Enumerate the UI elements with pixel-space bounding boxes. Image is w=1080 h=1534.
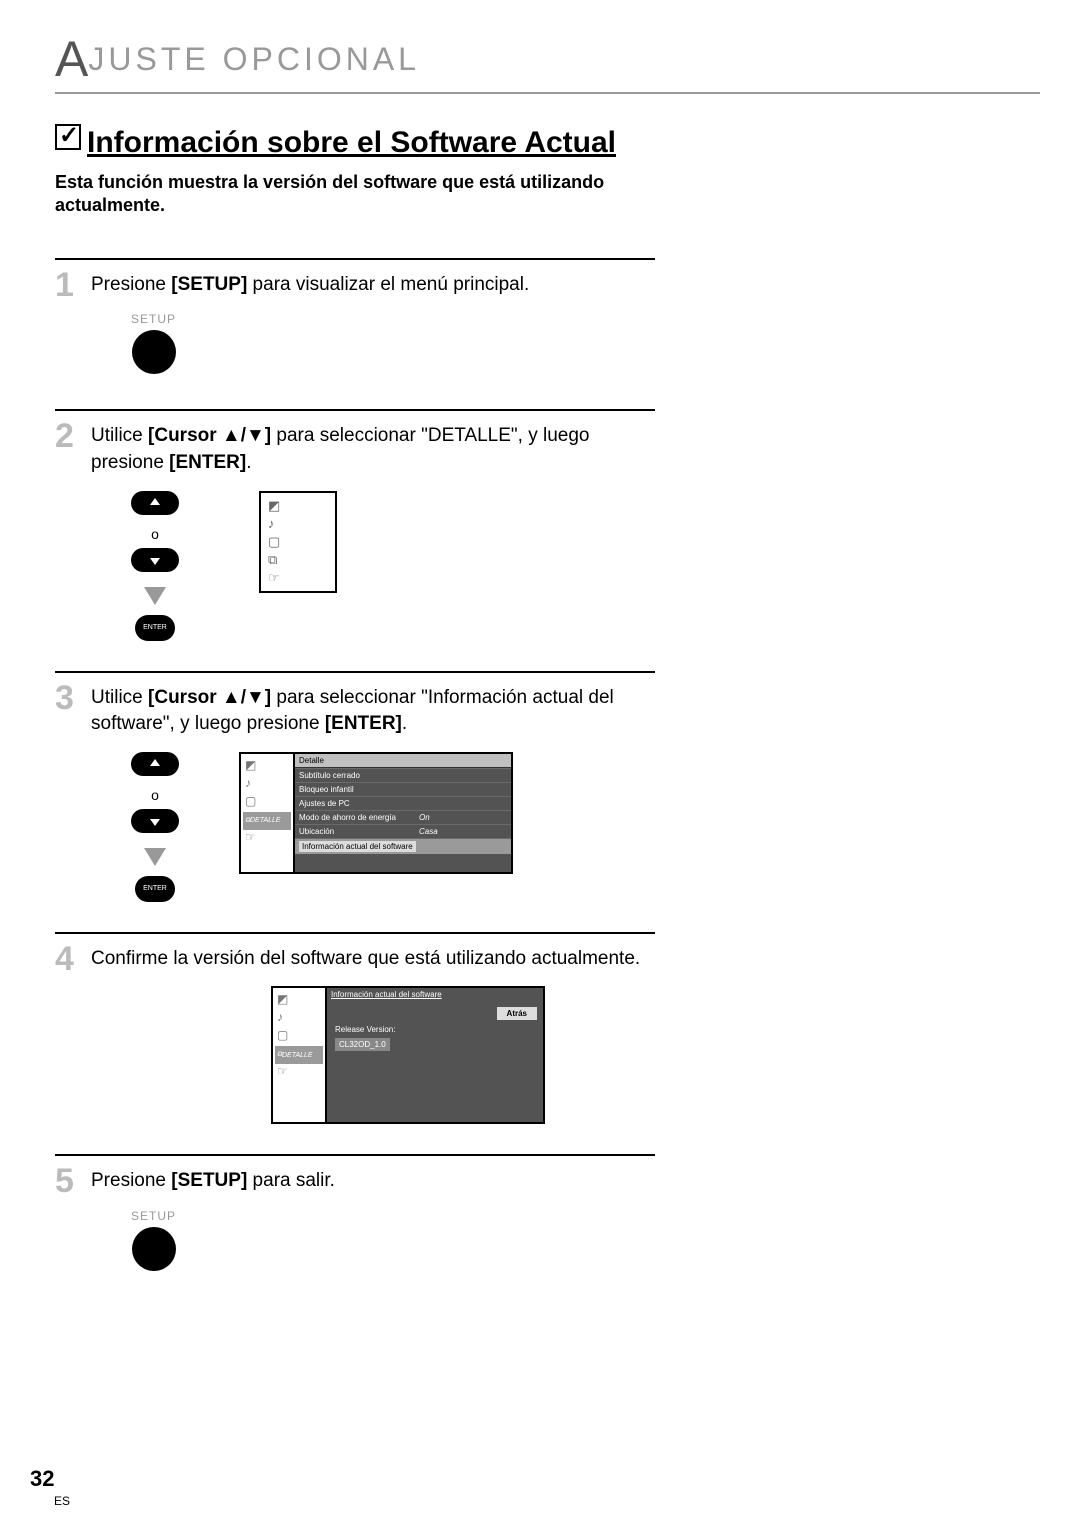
page-number: 32	[30, 1466, 54, 1491]
arrow-down-icon	[144, 848, 166, 866]
section-title: Información sobre el Software Actual	[55, 124, 1040, 161]
back-button: Atrás	[497, 1007, 537, 1020]
step-text: Confirme la versión del software que est…	[91, 946, 655, 973]
detalle-menu-screen: ◩ ♪ ▢ ⧉ DETALLE ☞ Detalle Subtítulo cerr…	[239, 752, 513, 874]
step-5: 5 Presione [SETUP] para salir. SETUP	[55, 1154, 655, 1276]
step-3: 3 Utilice [Cursor ▲/▼] para seleccionar …	[55, 671, 655, 902]
checkbox-icon	[55, 124, 81, 150]
step-1: 1 Presione [SETUP] para visualizar el me…	[55, 258, 655, 380]
menu-title: Detalle	[295, 754, 511, 768]
setup-button-graphic: SETUP	[131, 312, 176, 379]
page-header: AJUSTE OPCIONAL	[55, 30, 1040, 94]
page-footer: 32 ES	[30, 1466, 70, 1510]
enter-button-icon: ENTER	[135, 876, 175, 902]
arrow-down-icon	[144, 587, 166, 605]
step-number: 2	[55, 417, 74, 456]
cursor-down-icon	[131, 548, 179, 572]
step-number: 3	[55, 679, 74, 718]
version-screen-title: Información actual del software	[327, 988, 543, 1001]
step-text: Utilice [Cursor ▲/▼] para seleccionar "D…	[91, 423, 655, 476]
round-button-icon	[132, 1227, 176, 1271]
cursor-up-icon	[131, 752, 179, 776]
header-rest: JUSTE OPCIONAL	[88, 41, 420, 77]
round-button-icon	[132, 330, 176, 374]
setup-button-graphic: SETUP	[131, 1209, 176, 1276]
section-title-text: Información sobre el Software Actual	[87, 126, 616, 159]
header-big-letter: A	[55, 31, 88, 87]
step-text: Presione [SETUP] para salir.	[91, 1168, 655, 1195]
version-info-screen: ◩ ♪ ▢ ⧉ DETALLE ☞ Información actual del…	[271, 986, 545, 1124]
nav-buttons-graphic: o ENTER	[131, 752, 179, 902]
release-version-label: Release Version:	[335, 1025, 535, 1034]
language-code: ES	[54, 1494, 70, 1508]
step-text: Utilice [Cursor ▲/▼] para seleccionar "I…	[91, 685, 655, 738]
release-version-value: CL32OD_1.0	[335, 1038, 390, 1051]
step-4: 4 Confirme la versión del software que e…	[55, 932, 655, 1125]
menu-screen-simple: ◩ ♪ ▢ ⧉ ☞	[259, 491, 337, 593]
step-text: Presione [SETUP] para visualizar el menú…	[91, 272, 655, 299]
step-number: 1	[55, 266, 74, 305]
intro-text: Esta función muestra la versión del soft…	[55, 171, 695, 218]
cursor-up-icon	[131, 491, 179, 515]
cursor-down-icon	[131, 809, 179, 833]
step-number: 5	[55, 1162, 74, 1201]
step-2: 2 Utilice [Cursor ▲/▼] para seleccionar …	[55, 409, 655, 640]
detalle-sidebar-tab: ⧉ DETALLE	[275, 1046, 323, 1064]
nav-buttons-graphic: o ENTER	[131, 491, 179, 641]
detalle-sidebar-tab: ⧉ DETALLE	[243, 812, 291, 830]
highlighted-menu-row: Información actual del software	[295, 838, 511, 854]
step-number: 4	[55, 940, 74, 979]
enter-button-icon: ENTER	[135, 615, 175, 641]
